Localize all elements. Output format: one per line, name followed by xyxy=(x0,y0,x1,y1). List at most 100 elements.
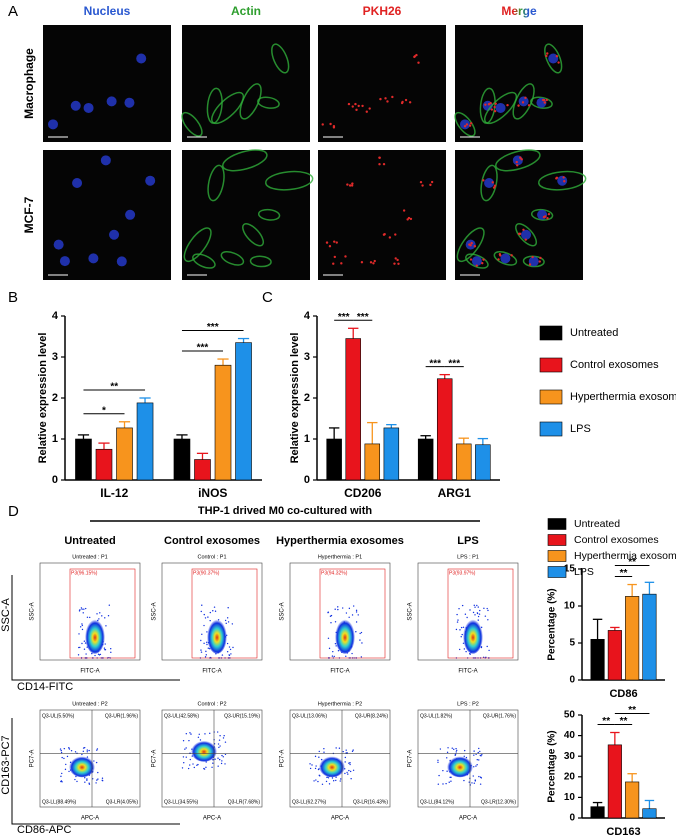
event-dot xyxy=(357,614,359,616)
micrograph-bg xyxy=(318,25,446,142)
panel-label: A xyxy=(8,3,18,20)
actin xyxy=(495,149,541,172)
event-dot xyxy=(455,751,457,753)
event-dot xyxy=(200,639,202,642)
pkh-dot xyxy=(397,262,400,265)
event-dot xyxy=(182,739,185,742)
pkh-dot xyxy=(545,98,549,102)
event-dot xyxy=(349,770,352,773)
event-dot xyxy=(345,752,347,754)
pkh-dot xyxy=(386,100,389,103)
event-dot xyxy=(95,761,98,764)
micrograph xyxy=(181,25,310,142)
event-dot xyxy=(59,748,62,750)
actin xyxy=(192,253,216,269)
actin xyxy=(222,149,268,172)
micrograph xyxy=(43,25,171,142)
pkh-dot xyxy=(332,124,336,128)
legend-label: Control exosomes xyxy=(574,534,659,546)
event-dot xyxy=(197,736,200,739)
event-dot xyxy=(469,609,471,611)
event-dot xyxy=(192,763,194,765)
pkh-dot xyxy=(360,261,364,264)
nucleus xyxy=(521,229,532,240)
event-dot xyxy=(479,750,481,753)
event-dot xyxy=(83,648,86,650)
event-dot xyxy=(78,646,80,649)
event-dot xyxy=(337,650,340,652)
plot-axis: SSC-A xyxy=(408,602,414,620)
event-dot xyxy=(79,626,82,628)
bar xyxy=(326,438,342,481)
event-dot xyxy=(338,747,341,749)
pkh-dot xyxy=(344,255,347,258)
x-tick-label: CD206 xyxy=(344,486,382,500)
quadrant-label: Q3-LL(62.27%) xyxy=(292,799,327,805)
event-dot xyxy=(206,641,208,644)
nucleus xyxy=(53,239,64,250)
quadrant-label: Q3-LR(7.68%) xyxy=(228,799,261,805)
pkh-dot xyxy=(429,183,432,187)
event-dot xyxy=(84,781,86,783)
pkh-dot xyxy=(346,183,349,186)
event-dot xyxy=(200,651,203,653)
nucleus xyxy=(136,53,147,64)
event-dot xyxy=(355,609,358,612)
pkh-dot xyxy=(557,61,560,64)
event-dot xyxy=(197,763,199,766)
event-dot xyxy=(340,778,342,780)
column-title: Hyperthermia exosomes xyxy=(276,535,404,547)
event-dot xyxy=(351,652,353,655)
event-dot xyxy=(487,609,489,612)
plot-axis: FITC-A xyxy=(458,669,477,675)
nucleus xyxy=(537,209,548,220)
x-tick-label: iNOS xyxy=(198,486,227,500)
plot-axis: SSC-A xyxy=(30,602,36,620)
event-dot xyxy=(331,655,334,657)
event-dot xyxy=(219,735,221,737)
pkh-dot xyxy=(487,103,491,106)
event-dot xyxy=(480,777,483,779)
event-dot xyxy=(91,652,93,655)
event-dot xyxy=(442,783,444,785)
event-dot xyxy=(222,756,225,758)
event-dot xyxy=(204,617,207,619)
y-tick-label: 2 xyxy=(52,392,58,404)
event-dot xyxy=(103,647,106,649)
event-dot xyxy=(60,751,63,754)
y-tick-label: 1 xyxy=(52,433,58,445)
actin xyxy=(530,96,553,109)
pkh-dot xyxy=(328,245,332,248)
gate-label: P3(94.32%) xyxy=(321,570,348,576)
event-dot xyxy=(319,775,321,777)
pkh-dot xyxy=(361,104,364,108)
event-dot xyxy=(345,655,347,657)
row-label: MCF-7 xyxy=(22,196,36,233)
event-dot xyxy=(479,783,482,785)
nucleus xyxy=(83,102,94,113)
nucleus xyxy=(460,119,471,130)
event-dot xyxy=(327,611,329,614)
actin xyxy=(544,43,563,74)
pkh-dot xyxy=(545,54,548,58)
pkh-dot xyxy=(482,179,485,182)
nucleus xyxy=(88,253,99,264)
event-dot xyxy=(200,649,202,651)
axis-label: SSC-A xyxy=(0,598,12,632)
event-dot xyxy=(360,631,363,634)
event-dot xyxy=(88,782,90,784)
event-dot xyxy=(61,756,63,759)
bar xyxy=(607,630,622,681)
event-dot xyxy=(474,779,476,781)
actin xyxy=(257,208,281,221)
pkh-dot xyxy=(482,258,485,261)
event-dot xyxy=(220,762,223,765)
event-dot xyxy=(328,647,331,650)
pkh-dot xyxy=(465,123,469,126)
pkh-dot xyxy=(383,232,386,236)
plot-title: Control : P1 xyxy=(197,554,226,560)
event-dot xyxy=(361,642,363,644)
event-dot xyxy=(330,622,332,624)
micrograph-bg xyxy=(182,25,310,142)
event-dot xyxy=(223,735,225,737)
